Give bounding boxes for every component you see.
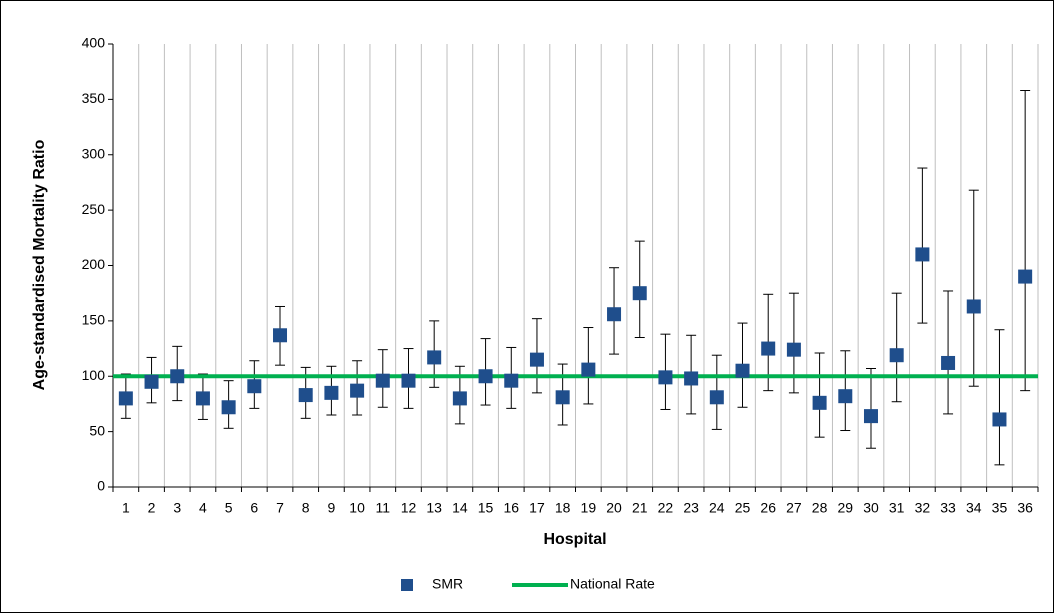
x-tick-label: 26 [760,500,776,516]
marker [966,299,981,314]
x-tick-label: 27 [786,500,802,516]
x-tick-label: 7 [276,500,284,516]
x-tick-label: 13 [426,500,442,516]
marker [838,389,853,404]
y-axis-title: Age-standardised Mortality Ratio [31,139,48,390]
marker [915,247,930,262]
y-tick-label: 50 [89,422,105,438]
x-tick-label: 20 [606,500,622,516]
x-tick-label: 21 [632,500,648,516]
x-tick-label: 34 [966,500,982,516]
marker [247,379,262,394]
marker [1018,269,1033,284]
marker [478,369,493,384]
marker [273,328,288,343]
marker [709,390,724,405]
legend-label: National Rate [570,576,655,592]
marker [555,390,570,405]
marker [452,391,467,406]
x-tick-label: 18 [555,500,571,516]
marker [118,391,133,406]
x-tick-label: 14 [452,500,468,516]
marker [735,363,750,378]
marker [401,373,416,388]
y-tick-label: 150 [82,312,106,328]
x-axis-title: Hospital [543,531,606,548]
legend-marker [401,579,413,591]
x-tick-label: 1 [122,500,130,516]
y-tick-label: 300 [82,145,106,161]
marker [658,370,673,385]
marker [144,374,159,389]
x-tick-label: 8 [302,500,310,516]
marker [427,350,442,365]
x-tick-label: 9 [328,500,336,516]
y-tick-label: 350 [82,90,106,106]
marker [221,400,236,415]
x-tick-label: 22 [658,500,674,516]
x-tick-label: 25 [735,500,751,516]
y-tick-label: 100 [82,367,106,383]
x-tick-label: 15 [478,500,494,516]
marker [761,341,776,356]
x-tick-label: 10 [349,500,365,516]
x-tick-label: 6 [250,500,258,516]
marker [786,342,801,357]
x-tick-label: 19 [581,500,597,516]
x-tick-label: 29 [838,500,854,516]
marker [941,355,956,370]
marker [812,395,827,410]
marker [195,391,210,406]
y-tick-label: 200 [82,256,106,272]
marker [581,362,596,377]
x-tick-label: 32 [915,500,931,516]
x-tick-label: 17 [529,500,545,516]
marker [632,286,647,301]
x-tick-label: 2 [148,500,156,516]
legend-label: SMR [432,576,463,592]
marker [375,373,390,388]
y-tick-label: 400 [82,35,106,51]
marker [684,371,699,386]
marker [350,383,365,398]
marker [170,369,185,384]
x-tick-label: 4 [199,500,207,516]
y-tick-label: 250 [82,201,106,217]
marker [298,388,313,403]
marker [863,409,878,424]
x-tick-label: 36 [1017,500,1033,516]
marker [607,307,622,322]
marker [529,352,544,367]
x-tick-label: 35 [992,500,1008,516]
marker [889,348,904,363]
x-tick-label: 11 [376,500,391,516]
x-tick-label: 30 [863,500,879,516]
x-tick-label: 31 [889,500,905,516]
marker [504,373,519,388]
x-tick-label: 5 [225,500,233,516]
x-tick-label: 12 [401,500,417,516]
x-tick-label: 33 [940,500,956,516]
marker [992,412,1007,427]
marker [324,385,339,400]
y-tick-label: 0 [97,478,105,494]
x-tick-label: 16 [503,500,519,516]
x-tick-label: 28 [812,500,828,516]
x-tick-label: 24 [709,500,725,516]
x-tick-label: 23 [683,500,699,516]
x-tick-label: 3 [173,500,181,516]
